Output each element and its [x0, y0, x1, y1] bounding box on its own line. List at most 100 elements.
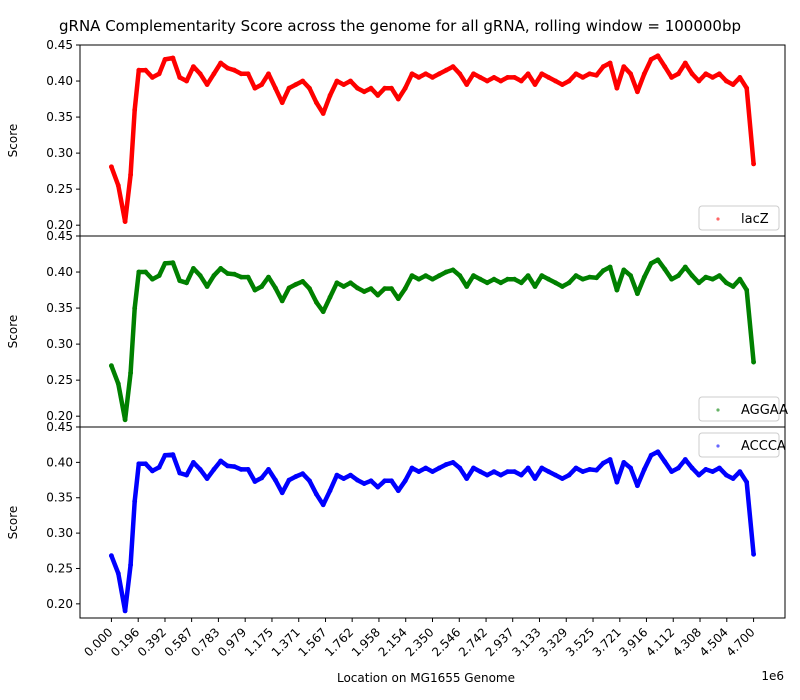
- data-point: [573, 273, 579, 278]
- data-point: [132, 107, 138, 113]
- data-point: [320, 309, 326, 315]
- y-tick-label: 0.35: [46, 110, 73, 124]
- data-point: [450, 64, 456, 69]
- y-tick-label: 0.40: [46, 265, 73, 279]
- data-point: [348, 78, 353, 84]
- data-point: [641, 274, 647, 280]
- data-point: [607, 457, 613, 462]
- data-point: [204, 82, 210, 87]
- data-point: [389, 478, 394, 484]
- data-point: [273, 477, 278, 483]
- data-point: [566, 280, 572, 286]
- data-point: [717, 465, 722, 471]
- y-tick-label: 0.45: [46, 38, 73, 52]
- data-point: [703, 274, 709, 280]
- data-point: [662, 266, 668, 272]
- data-point: [368, 478, 374, 484]
- data-point: [273, 85, 278, 91]
- data-point: [689, 273, 695, 278]
- data-point: [170, 452, 176, 457]
- data-point: [553, 472, 558, 478]
- data-point: [587, 274, 592, 280]
- data-point: [327, 93, 333, 98]
- data-point: [525, 71, 531, 77]
- data-point: [314, 299, 319, 305]
- panel-3: 0.20 0.25 0.30 0.35 0.40 0.45 Score ACCCA: [6, 420, 786, 619]
- panel-2: 0.20 0.25 0.30 0.35 0.40 0.45 Score AGGAA: [6, 229, 788, 428]
- data-point: [341, 82, 347, 87]
- y-tick-label: 0.30: [46, 526, 73, 540]
- data-point: [300, 78, 306, 84]
- data-point: [559, 82, 565, 87]
- data-point: [546, 75, 551, 80]
- data-point: [676, 71, 681, 77]
- data-point: [156, 71, 162, 77]
- legend-frame: [698, 396, 780, 422]
- data-point: [532, 82, 538, 87]
- data-point: [559, 284, 565, 289]
- data-point: [621, 64, 627, 69]
- data-point: [279, 100, 285, 106]
- data-point: [717, 71, 722, 77]
- data-point: [156, 464, 162, 470]
- data-point: [273, 285, 278, 291]
- data-point: [197, 273, 203, 278]
- data-point: [341, 284, 347, 289]
- data-point: [457, 273, 463, 278]
- data-point: [430, 469, 435, 474]
- data-point: [594, 275, 599, 281]
- data-point: [580, 75, 586, 80]
- data-point: [225, 463, 231, 469]
- data-point: [430, 276, 435, 282]
- data-point: [286, 477, 292, 483]
- data-point: [553, 78, 558, 84]
- data-point: [334, 472, 340, 478]
- data-point: [136, 67, 142, 73]
- data-point: [669, 469, 674, 474]
- y-tick-label: 0.40: [46, 74, 73, 88]
- data-point: [286, 85, 292, 91]
- data-point: [128, 172, 134, 178]
- data-point: [491, 276, 497, 282]
- data-point: [737, 469, 743, 474]
- data-point: [594, 72, 599, 78]
- data-point: [361, 289, 367, 294]
- data-point: [266, 274, 271, 280]
- data-point: [717, 273, 722, 278]
- data-point: [477, 75, 483, 80]
- data-point: [170, 55, 176, 61]
- data-point: [682, 60, 688, 66]
- data-point: [505, 75, 510, 80]
- data-point: [744, 479, 750, 485]
- data-point: [232, 464, 237, 469]
- data-point: [484, 280, 490, 286]
- legend-marker: [716, 408, 720, 412]
- data-point: [162, 452, 168, 458]
- data-point: [744, 85, 750, 91]
- data-point: [525, 273, 531, 278]
- data-point: [320, 111, 326, 116]
- y-tick-label: 0.35: [46, 301, 73, 315]
- y-tick-label: 0.45: [46, 229, 73, 243]
- data-point: [238, 71, 244, 77]
- data-point: [498, 78, 504, 84]
- data-point: [689, 71, 695, 77]
- data-point: [730, 284, 736, 289]
- data-point: [197, 467, 203, 472]
- data-point: [464, 82, 470, 87]
- y-tick-label: 0.20: [46, 409, 73, 423]
- data-point: [457, 465, 463, 471]
- data-point: [696, 280, 702, 286]
- data-point: [471, 71, 476, 77]
- data-point: [498, 280, 504, 286]
- data-point: [266, 71, 271, 77]
- data-point: [600, 460, 606, 466]
- data-point: [751, 359, 756, 365]
- data-point: [314, 100, 319, 106]
- y-axis-label: Score: [6, 315, 20, 349]
- data-point: [225, 65, 231, 71]
- data-point: [115, 381, 121, 387]
- data-point: [484, 78, 490, 84]
- data-point: [464, 476, 470, 481]
